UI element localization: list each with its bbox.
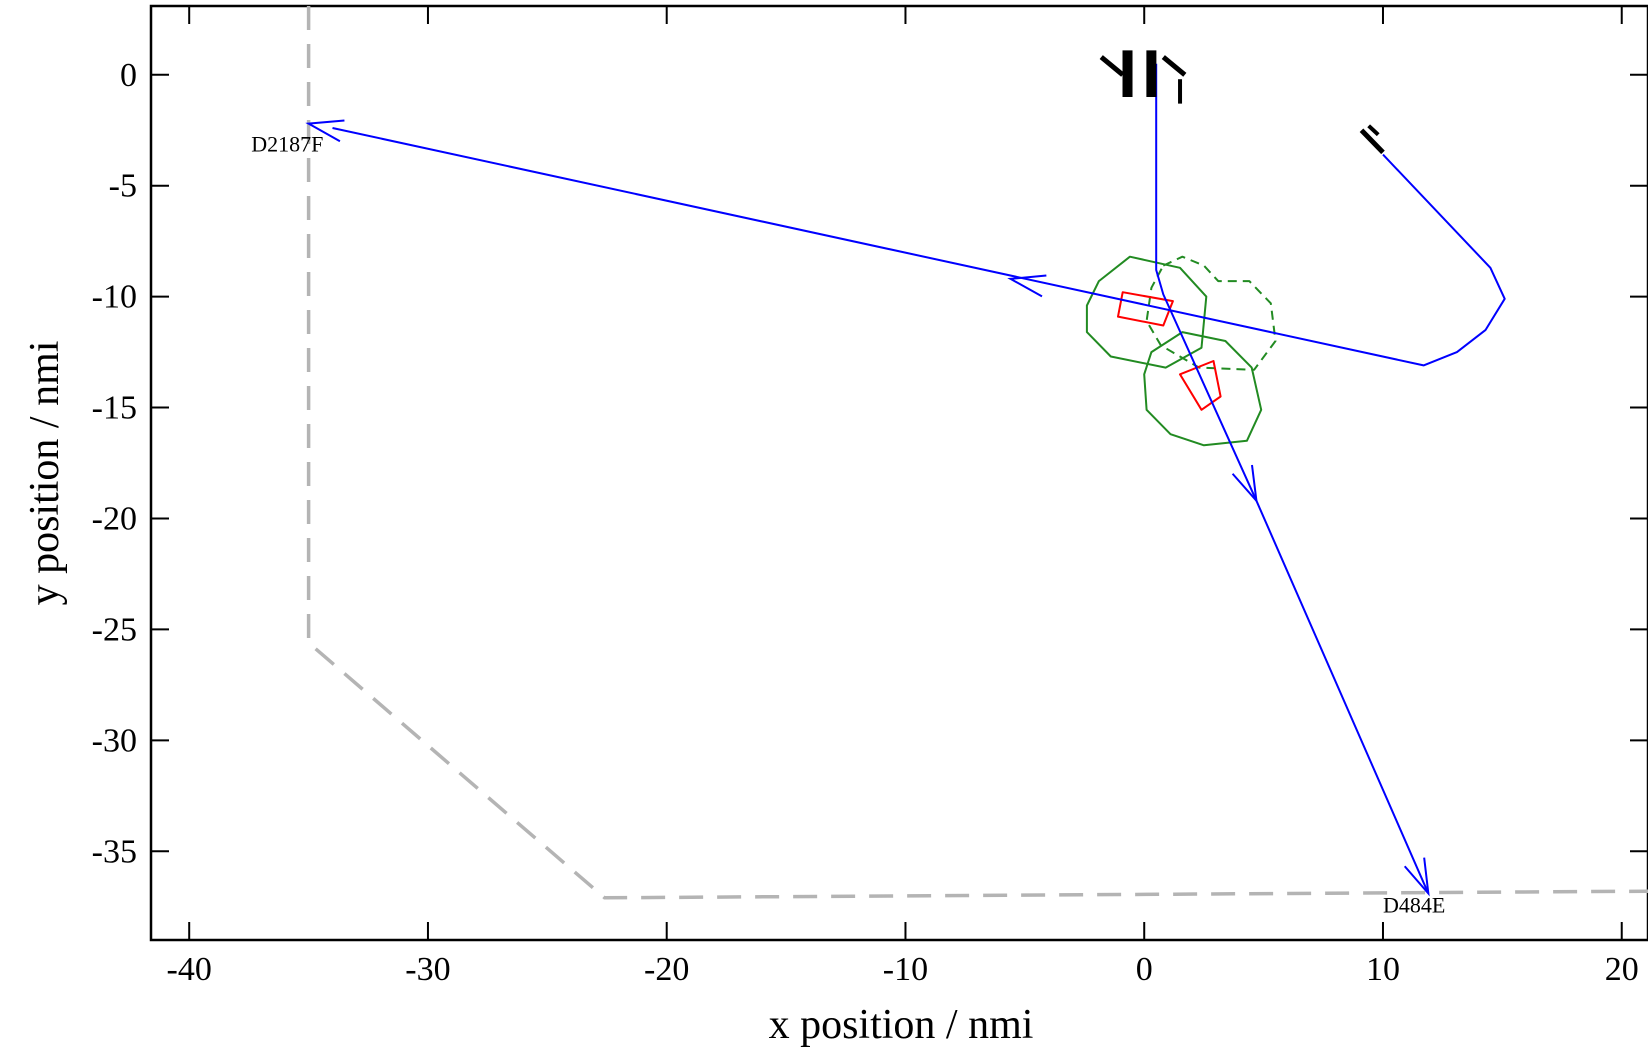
y-tick-label: -5 — [109, 168, 137, 205]
x-tick-label: 20 — [1605, 951, 1639, 988]
x-axis-title: x position / nmi — [769, 1002, 1034, 1048]
aircraft-2 — [1179, 360, 1222, 411]
y-tick-label: -25 — [92, 611, 137, 648]
runway-mark — [1161, 55, 1187, 77]
track-west — [332, 127, 1506, 367]
track-south — [1155, 63, 1430, 894]
direction-arrows — [305, 119, 1430, 897]
waypoint-label: D484E — [1383, 893, 1445, 918]
direction-arrow — [1403, 857, 1430, 897]
aircraft-1 — [1117, 291, 1174, 327]
aircraft-boxes — [1117, 291, 1222, 411]
runway-mark — [1099, 55, 1125, 77]
runway-mark — [1359, 128, 1385, 155]
y-tick-label: -10 — [92, 279, 137, 316]
x-tick-label: -30 — [405, 951, 450, 988]
direction-arrow — [1007, 274, 1047, 298]
direction-arrow — [1231, 464, 1258, 504]
runway-mark — [1367, 124, 1380, 137]
y-tick-label: -15 — [92, 390, 137, 427]
airspace-boundary — [306, 6, 1648, 900]
zone-dashed — [1145, 255, 1277, 371]
zone-solid-2 — [1143, 331, 1263, 447]
plot-frame — [149, 4, 1648, 942]
boundary — [306, 6, 1648, 900]
y-tick-label: 0 — [120, 57, 137, 94]
runway-marks — [1099, 50, 1385, 155]
x-tick-label: -40 — [167, 951, 212, 988]
waypoint-label: D2187F — [251, 132, 323, 157]
y-tick-label: -30 — [92, 722, 137, 759]
y-axis-title: y position / nmi — [22, 341, 68, 606]
x-tick-label: 0 — [1136, 951, 1153, 988]
axis-ticks: -40 -30 -20 -10 0 10 20 0 -5 -10 -15 -20 -25 -30 -35 — [92, 6, 1648, 988]
x-tick-label: -20 — [644, 951, 689, 988]
y-tick-label: -35 — [92, 833, 137, 870]
y-tick-label: -20 — [92, 500, 137, 537]
x-tick-label: 10 — [1366, 951, 1400, 988]
waypoint-labels: D2187F D484E — [251, 132, 1445, 918]
x-tick-label: -10 — [883, 951, 928, 988]
flight-tracks — [332, 63, 1506, 894]
direction-arrow — [305, 119, 345, 143]
conflict-zones — [1085, 255, 1277, 447]
